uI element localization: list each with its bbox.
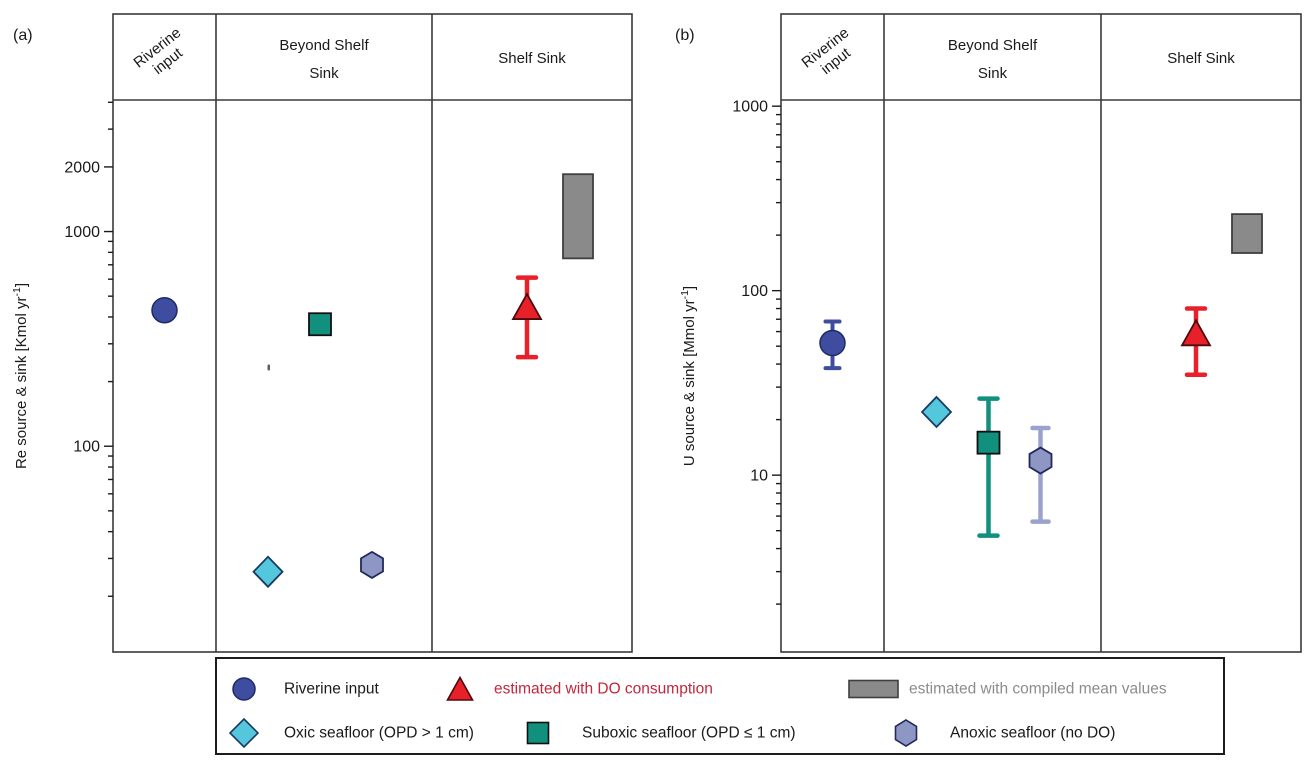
column-header: Beyond Shelf Sink xyxy=(279,37,369,82)
stray-mark xyxy=(267,364,270,371)
column-header: Riverineinput xyxy=(131,24,195,85)
diamond-marker xyxy=(252,555,284,589)
square-marker xyxy=(308,312,332,337)
legend-label-oxic: Oxic seafloor (OPD > 1 cm) xyxy=(284,724,474,742)
y-tick-label: 1000 xyxy=(732,99,768,116)
square-marker xyxy=(976,430,1001,455)
error-bar xyxy=(977,396,1000,538)
column-header: Beyond Shelf Sink xyxy=(948,37,1038,82)
legend-label-anoxic: Anoxic seafloor (no DO) xyxy=(950,724,1116,742)
compiled-box-swatch xyxy=(848,679,899,699)
column-header: Shelf Sink xyxy=(498,50,566,67)
y-tick-label: 10 xyxy=(750,468,768,485)
y-tick-label: 2000 xyxy=(64,159,100,176)
oxic-diamond-swatch xyxy=(228,717,260,749)
panel-label: (b) xyxy=(675,27,695,44)
triangle-marker xyxy=(1180,318,1212,347)
do-consumption-triangle-swatch xyxy=(446,675,474,701)
y-axis-title: Re source & sink [Kmol yr-1] xyxy=(11,283,30,469)
legend-label-do-consumption: estimated with DO consumption xyxy=(494,680,713,698)
suboxic-square-swatch xyxy=(526,721,550,745)
hexagon-marker xyxy=(360,550,384,579)
legend-label-riverine: Riverine input xyxy=(284,680,379,698)
column-header: Shelf Sink xyxy=(1167,50,1235,67)
column-header: Riverineinput xyxy=(799,24,863,85)
error-bar xyxy=(1030,425,1051,524)
circle-marker xyxy=(819,329,846,357)
anoxic-hexagon-swatch xyxy=(894,719,918,747)
legend-label-compiled: estimated with compiled mean values xyxy=(909,680,1167,698)
circle-marker xyxy=(151,296,178,324)
legend-label-suboxic: Suboxic seafloor (OPD ≤ 1 cm) xyxy=(582,724,796,742)
plot-frame xyxy=(780,13,1302,653)
range-box xyxy=(1231,213,1263,254)
triangle-marker xyxy=(511,292,543,320)
panel-label: (a) xyxy=(13,27,33,44)
y-tick-label: 1000 xyxy=(64,224,100,241)
diamond-marker xyxy=(920,395,953,429)
legend: Riverine input estimated with DO consump… xyxy=(215,657,1225,755)
plot-frame xyxy=(112,13,633,653)
y-tick-label: 100 xyxy=(73,439,100,456)
y-tick-label: 100 xyxy=(741,283,768,300)
panel-b: Riverineinput Beyond Shelf Sink Shelf Sink 1… xyxy=(679,13,1302,653)
hexagon-marker xyxy=(1028,446,1053,475)
y-axis-title: U source & sink [Mmol yr-1] xyxy=(679,286,698,466)
panel-a: Riverineinput Beyond Shelf Sink Shelf Sink 1… xyxy=(11,13,633,653)
riverine-circle-swatch xyxy=(232,677,256,701)
range-box xyxy=(562,173,594,260)
